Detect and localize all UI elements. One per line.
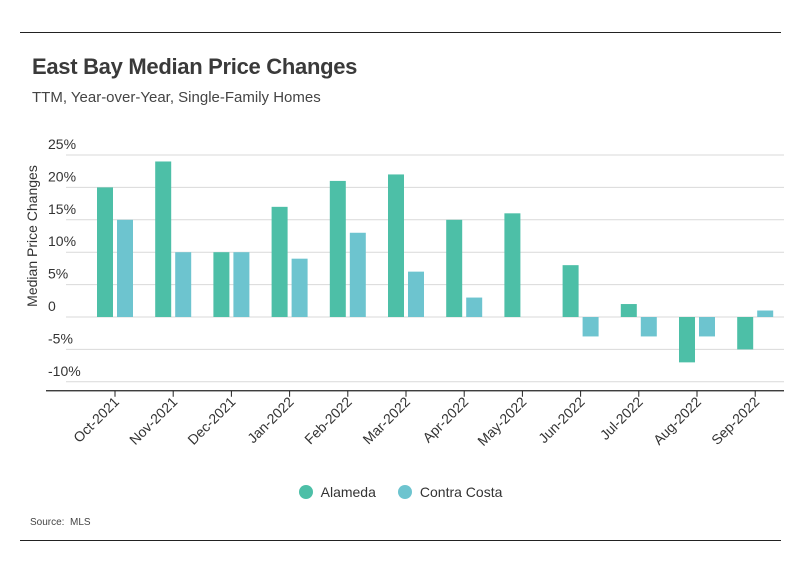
chart-subtitle: TTM, Year-over-Year, Single-Family Homes bbox=[32, 89, 321, 106]
y-tick-label: 5% bbox=[48, 266, 68, 282]
bar-alameda bbox=[213, 252, 230, 317]
bar-alameda bbox=[388, 174, 404, 317]
x-tick-label: Mar-2022 bbox=[359, 393, 413, 447]
bar-contra-costa bbox=[757, 310, 774, 317]
bar-contra-costa bbox=[582, 317, 599, 337]
bar-alameda bbox=[679, 317, 695, 363]
bar-alameda bbox=[155, 161, 172, 317]
bar-alameda bbox=[446, 219, 463, 317]
y-tick-label: -10% bbox=[48, 363, 81, 379]
x-tick-label: Apr-2022 bbox=[419, 393, 471, 445]
bar-alameda bbox=[737, 317, 754, 350]
legend-label-contra-costa: Contra Costa bbox=[419, 484, 503, 500]
bar-contra-costa bbox=[117, 219, 133, 317]
y-axis-title: Median Price Changes bbox=[24, 165, 40, 307]
x-tick-label: Feb-2022 bbox=[301, 393, 355, 447]
x-tick-label: May-2022 bbox=[474, 393, 529, 448]
bar-alameda bbox=[562, 265, 579, 317]
source-note: Source: MLS bbox=[30, 517, 91, 528]
bar-alameda bbox=[329, 180, 346, 317]
bar-contra-costa bbox=[291, 258, 308, 317]
y-tick-label: 15% bbox=[48, 201, 76, 217]
bar-contra-costa bbox=[408, 271, 424, 317]
x-tick-label: Nov-2021 bbox=[126, 393, 180, 447]
chart-legend: Alameda Contra Costa bbox=[0, 484, 801, 500]
chart-title: East Bay Median Price Changes bbox=[32, 54, 358, 79]
x-tick-label: Jul-2022 bbox=[597, 393, 646, 442]
legend-swatch-contra-costa bbox=[397, 485, 412, 499]
y-tick-label: 20% bbox=[48, 168, 76, 184]
x-tick-label: Oct-2021 bbox=[70, 393, 122, 445]
bar-alameda bbox=[97, 187, 113, 317]
y-tick-label: 0 bbox=[48, 298, 56, 314]
bar-contra-costa bbox=[466, 297, 483, 317]
y-tick-label: 25% bbox=[48, 136, 76, 152]
bar-contra-costa bbox=[349, 232, 366, 317]
bar-contra-costa bbox=[175, 252, 192, 317]
x-tick-label: Dec-2021 bbox=[184, 393, 238, 447]
legend-swatch-alameda bbox=[298, 485, 313, 499]
source-label: Source: bbox=[30, 517, 65, 528]
bar-contra-costa bbox=[640, 317, 657, 337]
bar-alameda bbox=[620, 304, 637, 317]
x-tick-label: Aug-2022 bbox=[650, 393, 704, 447]
legend-label-alameda: Alameda bbox=[320, 484, 376, 500]
bar-alameda bbox=[504, 213, 521, 317]
bottom-rule bbox=[20, 540, 781, 541]
y-tick-label: -5% bbox=[48, 330, 73, 346]
legend-item-alameda[interactable]: Alameda bbox=[298, 484, 376, 500]
y-tick-label: 10% bbox=[48, 233, 76, 249]
x-tick-label: Sep-2022 bbox=[708, 393, 762, 447]
source-value: MLS bbox=[70, 517, 91, 528]
top-rule bbox=[20, 32, 781, 33]
bar-contra-costa bbox=[699, 317, 715, 337]
legend-item-contra-costa[interactable]: Contra Costa bbox=[397, 484, 503, 500]
bar-contra-costa bbox=[233, 252, 250, 317]
x-tick-label: Jun-2022 bbox=[535, 393, 588, 446]
bar-alameda bbox=[271, 206, 288, 317]
x-tick-label: Jan-2022 bbox=[244, 393, 297, 446]
